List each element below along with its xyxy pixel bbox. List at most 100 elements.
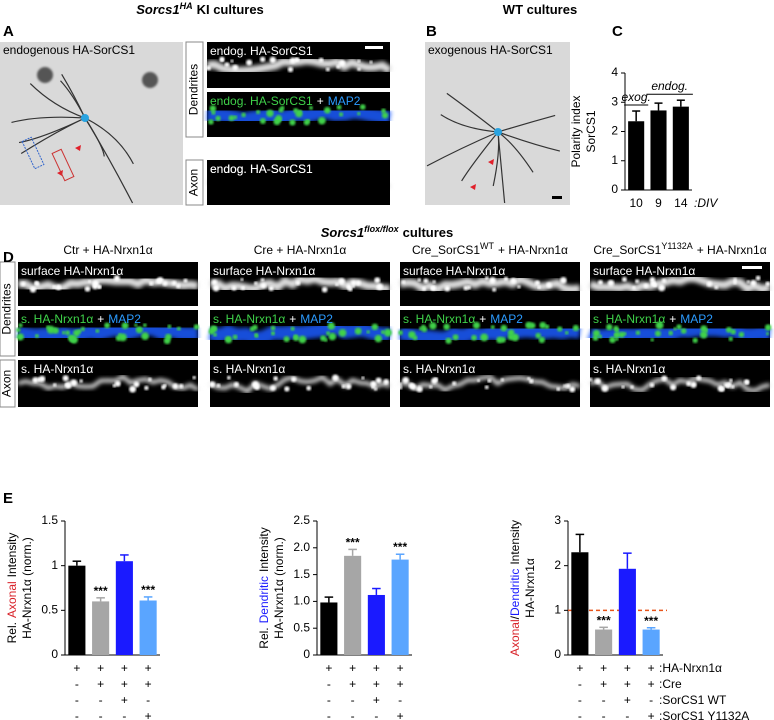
signal-dot	[36, 377, 42, 382]
green-signal	[676, 324, 682, 330]
label-green: s. HA-Nrxn1α	[21, 312, 93, 326]
signal-dot	[373, 387, 378, 391]
strip-label: s. HA-Nrxn1α + MAP2	[593, 312, 713, 326]
green-signal	[598, 334, 603, 339]
signal-dot	[670, 384, 677, 391]
green-signal	[259, 118, 266, 125]
neurite	[29, 83, 86, 119]
signal-dot	[398, 382, 402, 387]
strip-label: surface HA-Nrxn1α	[213, 264, 315, 278]
signal-dot	[65, 383, 69, 387]
side-label: Dendrites	[0, 283, 14, 334]
green-signal	[336, 104, 342, 110]
green-signal	[421, 326, 428, 333]
green-signal	[383, 328, 392, 337]
signal-dot	[546, 282, 553, 289]
signal-dot	[318, 57, 324, 63]
x-suffix: :DIV	[694, 196, 718, 210]
bar	[642, 629, 660, 655]
signal-dot	[374, 277, 381, 284]
signal-dot	[727, 382, 732, 387]
green-signal	[381, 112, 389, 119]
green-signal	[16, 333, 24, 341]
signal-dot	[375, 377, 382, 384]
green-signal	[613, 332, 619, 338]
signal-dot	[632, 285, 636, 290]
green-signal	[309, 105, 313, 110]
green-signal	[764, 324, 772, 331]
y-tick-label: 2.0	[293, 540, 310, 554]
label-blue: MAP2	[300, 312, 333, 326]
signal-dot	[284, 386, 290, 392]
green-signal	[535, 332, 541, 339]
signal-dot	[88, 279, 92, 283]
y-tick-label: 0	[611, 182, 618, 196]
condition-sign: +	[121, 677, 128, 691]
signal-dot	[556, 387, 561, 391]
y-label-part: Intensity	[5, 533, 19, 578]
signal-dot	[432, 280, 436, 284]
condition-sign: +	[397, 677, 404, 691]
header-left: Sorcs1HA KI cultures	[136, 1, 264, 17]
signal-dot	[79, 379, 83, 383]
y-label-part: Axonal	[5, 581, 19, 618]
y-tick-label: 0.5	[41, 603, 58, 617]
title-part: Cre_SorCS1	[412, 243, 480, 257]
green-signal	[680, 328, 687, 334]
condition-label: :Cre	[659, 677, 682, 691]
neurite	[446, 92, 499, 133]
strip-label: s. HA-Nrxn1α	[593, 362, 665, 376]
green-signal	[283, 336, 290, 343]
signal-dot	[163, 384, 167, 388]
green-signal	[290, 326, 295, 331]
condition-sign: -	[122, 709, 126, 720]
condition-sign: +	[397, 661, 404, 675]
y-label-part: Dendritic	[257, 576, 271, 623]
green-signal	[255, 109, 261, 115]
green-signal	[193, 324, 200, 330]
green-signal	[452, 334, 459, 341]
title-part: Cre + HA-Nrxn1α	[254, 243, 347, 257]
micrograph	[400, 360, 580, 407]
y-tick-label: 1.0	[293, 594, 310, 608]
signal-dot	[338, 59, 346, 67]
column-title: Cre_SorCS1Y1132A + HA-Nrxn1α	[593, 241, 766, 257]
signal	[17, 374, 200, 392]
significance: ***	[597, 613, 611, 627]
bar	[344, 555, 362, 655]
condition-sign: +	[624, 677, 631, 691]
y-axis-label: HA-Nrxn1α	[523, 558, 537, 618]
title-sup: WT	[480, 241, 494, 251]
bar	[115, 561, 133, 655]
signal-dot	[162, 280, 168, 287]
condition-sign: -	[327, 709, 331, 720]
green-signal	[328, 332, 337, 341]
signal-dot	[321, 286, 328, 293]
green-signal	[318, 116, 326, 125]
green-signal	[765, 332, 770, 336]
strip-label: s. HA-Nrxn1α + MAP2	[21, 312, 141, 326]
arrowhead	[470, 184, 476, 190]
neurite	[497, 114, 556, 133]
side-box	[0, 359, 16, 408]
signal-dot	[178, 383, 184, 389]
green-signal	[650, 338, 654, 342]
green-signal	[480, 333, 489, 342]
green-signal	[252, 324, 258, 331]
signal-dot	[226, 375, 231, 380]
y-axis-label: Rel. Dendritic Intensity	[257, 527, 271, 648]
strip-label: s. HA-Nrxn1α	[403, 362, 475, 376]
condition-sign: -	[351, 709, 355, 720]
green-signal	[500, 324, 508, 332]
signal-dot	[268, 285, 274, 291]
strip-label: s. HA-Nrxn1α	[213, 362, 285, 376]
signal-dot	[696, 375, 702, 381]
condition-sign: +	[648, 709, 655, 720]
green-signal	[529, 322, 536, 329]
annotation: exog.	[621, 90, 650, 104]
green-signal	[67, 334, 75, 342]
roi-box	[21, 136, 45, 170]
condition-sign: -	[99, 709, 103, 720]
y-tick-label: 1	[611, 153, 618, 167]
